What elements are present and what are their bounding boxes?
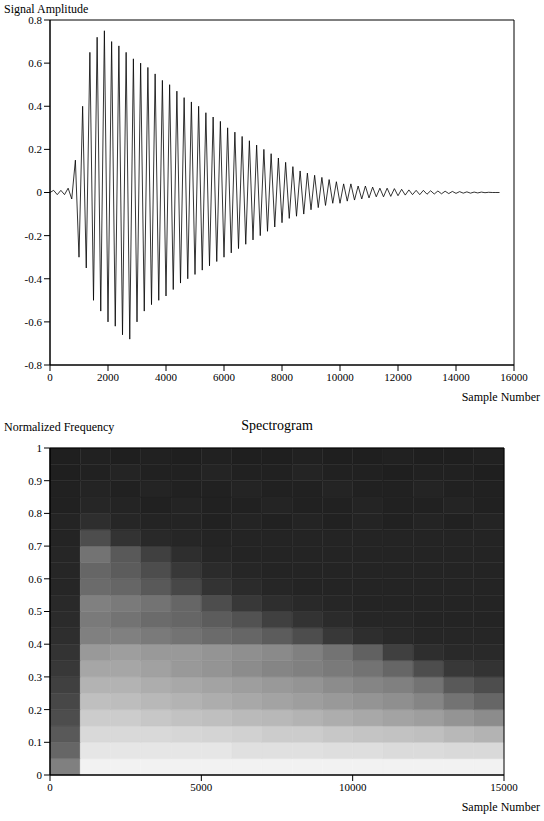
svg-text:16000: 16000 bbox=[500, 371, 528, 383]
svg-text:-0.4: -0.4 bbox=[25, 273, 43, 285]
svg-text:6000: 6000 bbox=[213, 371, 236, 383]
svg-text:2000: 2000 bbox=[97, 371, 120, 383]
svg-text:0: 0 bbox=[47, 371, 53, 383]
svg-text:0: 0 bbox=[37, 186, 43, 198]
svg-text:0.6: 0.6 bbox=[28, 573, 42, 585]
svg-text:1: 1 bbox=[37, 442, 43, 454]
svg-text:0.4: 0.4 bbox=[28, 638, 42, 650]
svg-text:0.7: 0.7 bbox=[28, 540, 42, 552]
svg-text:10000: 10000 bbox=[339, 781, 367, 793]
svg-text:0.9: 0.9 bbox=[28, 475, 42, 487]
html-text:Spectrogram: Spectrogram bbox=[241, 418, 313, 433]
html-text:Sample Number: Sample Number bbox=[461, 800, 540, 814]
svg-text:0.6: 0.6 bbox=[28, 57, 42, 69]
svg-text:5000: 5000 bbox=[190, 781, 213, 793]
svg-text:0.1: 0.1 bbox=[28, 736, 42, 748]
svg-text:0.2: 0.2 bbox=[28, 143, 42, 155]
html-text:Signal Amplitude: Signal Amplitude bbox=[4, 2, 89, 16]
svg-text:4000: 4000 bbox=[155, 371, 178, 383]
svg-text:-0.8: -0.8 bbox=[25, 359, 43, 371]
svg-text:0.8: 0.8 bbox=[28, 507, 42, 519]
svg-text:10000: 10000 bbox=[326, 371, 354, 383]
html-text:Sample Number: Sample Number bbox=[461, 390, 540, 404]
svg-text:-0.2: -0.2 bbox=[25, 230, 42, 242]
svg-text:15000: 15000 bbox=[490, 781, 518, 793]
svg-text:0.4: 0.4 bbox=[28, 100, 42, 112]
svg-text:12000: 12000 bbox=[384, 371, 412, 383]
svg-text:0.5: 0.5 bbox=[28, 605, 42, 617]
svg-text:-0.6: -0.6 bbox=[25, 316, 43, 328]
svg-text:0.2: 0.2 bbox=[28, 704, 42, 716]
svg-text:0: 0 bbox=[47, 781, 53, 793]
svg-text:0.8: 0.8 bbox=[28, 14, 42, 26]
svg-text:14000: 14000 bbox=[442, 371, 470, 383]
svg-text:0.3: 0.3 bbox=[28, 671, 42, 683]
svg-text:8000: 8000 bbox=[271, 371, 294, 383]
svg-text:0: 0 bbox=[37, 769, 43, 781]
html-text:Normalized Frequency: Normalized Frequency bbox=[4, 420, 115, 434]
